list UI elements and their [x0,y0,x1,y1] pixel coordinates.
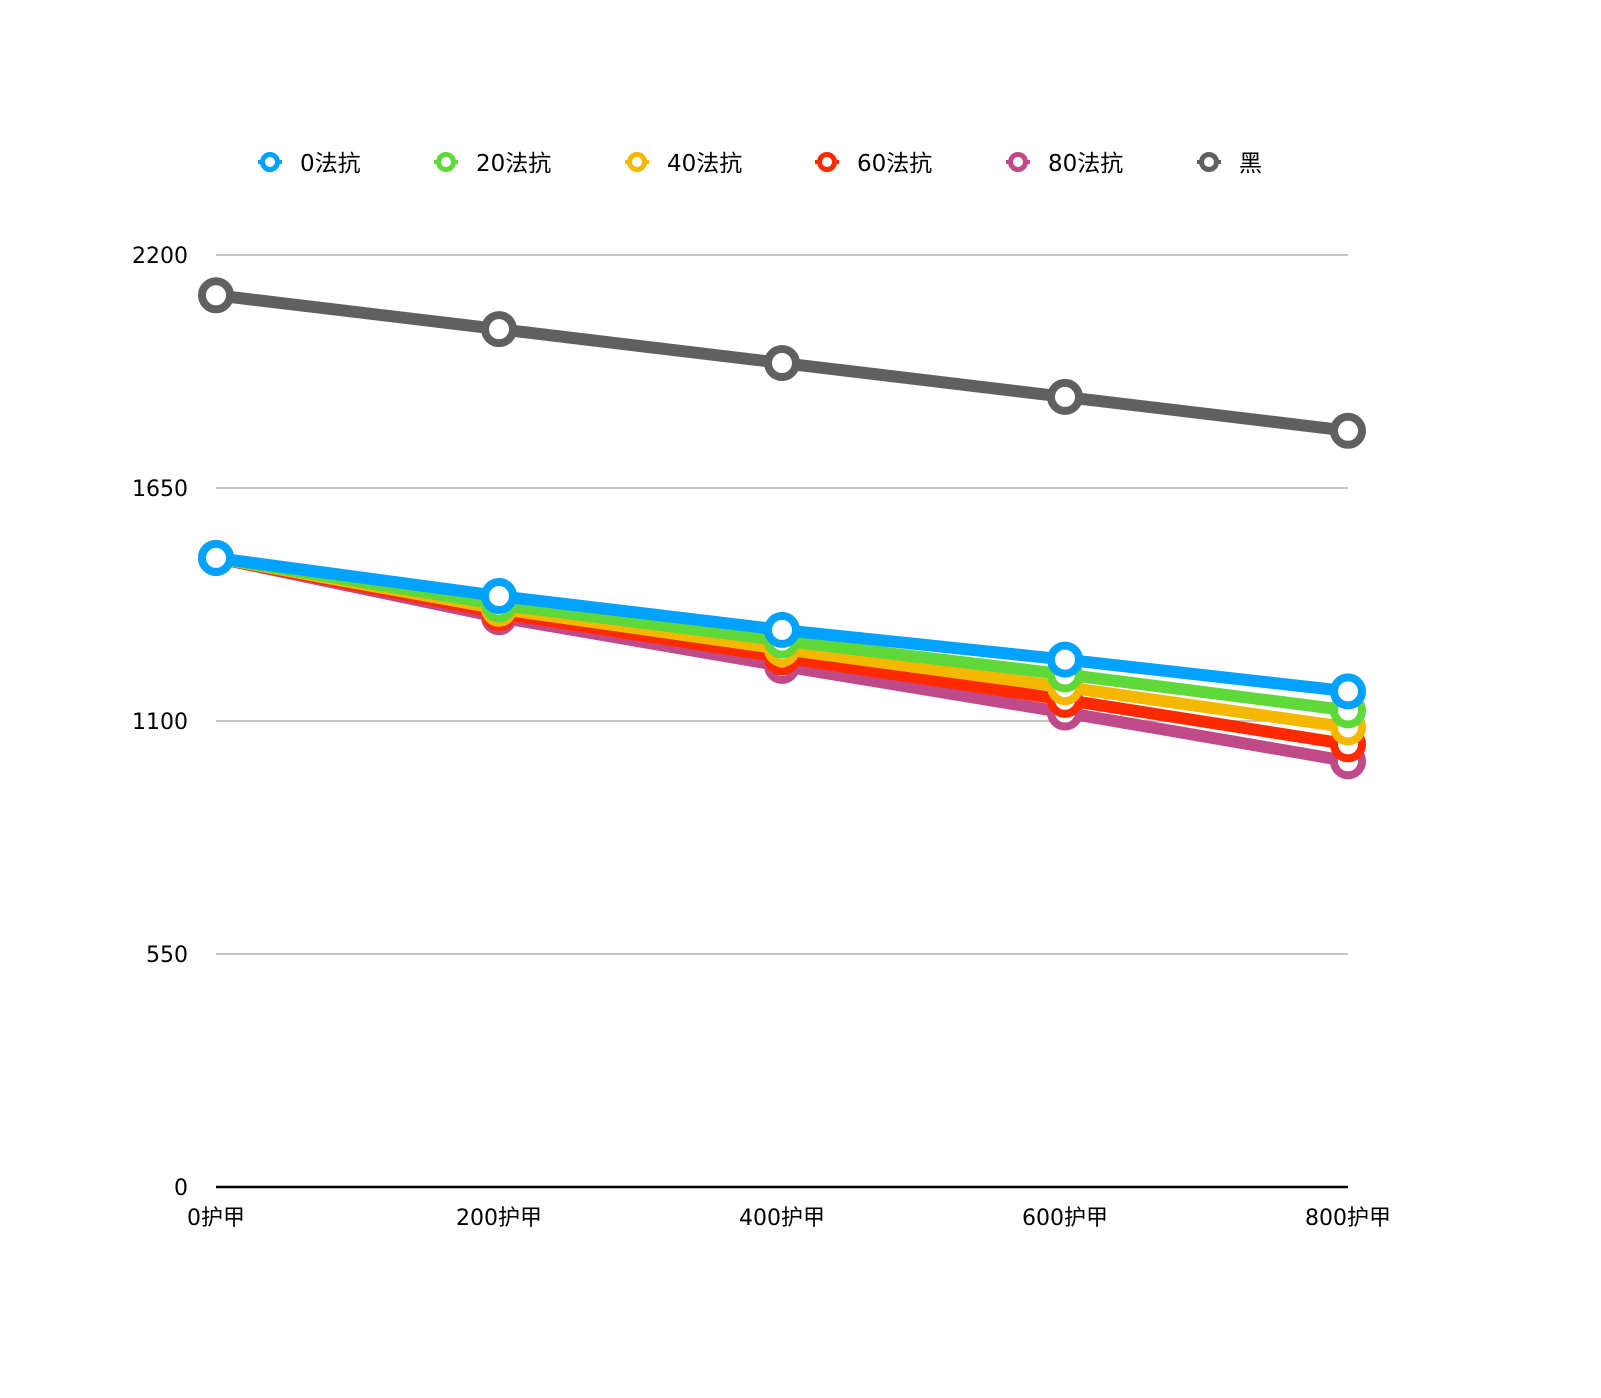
legend-swatch-marker [1008,152,1028,172]
gridlines [216,254,1348,955]
data-point [1330,412,1366,449]
legend-label: 20法抗 [476,151,551,177]
legend-swatch-marker [260,152,280,172]
legend-swatch-marker [627,152,647,172]
x-tick-label: 200护甲 [456,1206,542,1231]
series [198,277,1366,449]
legend-item: 0法抗 [258,151,361,177]
y-tick-label: 1100 [132,710,188,735]
legend-label: 60法抗 [857,151,932,177]
legend-item: 40法抗 [625,151,742,177]
data-point [1047,378,1083,415]
y-axis-tick-labels: 0 550 1100 1650 2200 [132,244,188,1201]
legend-item: 20法抗 [434,151,551,177]
data-point [481,578,517,615]
data-point [764,345,800,382]
series [198,539,1366,710]
data-point [764,611,800,648]
legend-item: 80法抗 [1006,151,1123,177]
legend: 0法抗 20法抗 40法抗 60法抗 80法抗 黑 [258,151,1262,177]
x-axis-tick-labels: 0护甲 200护甲 400护甲 600护甲 800护甲 [187,1206,1391,1231]
legend-label: 0法抗 [300,151,361,177]
y-tick-label: 2200 [132,244,188,269]
data-point [1330,673,1366,710]
legend-swatch-marker [436,152,456,172]
x-tick-label: 600护甲 [1022,1206,1108,1231]
x-tick-label: 0护甲 [187,1206,245,1231]
y-tick-label: 0 [174,1176,188,1201]
legend-label: 80法抗 [1048,151,1123,177]
x-tick-label: 800护甲 [1305,1206,1391,1231]
data-point [198,277,234,314]
data-point [1047,641,1083,678]
legend-label: 黑 [1239,151,1262,177]
legend-swatch-marker [817,152,837,172]
legend-swatch-marker [1199,152,1219,172]
legend-item: 黑 [1197,151,1262,177]
x-tick-label: 400护甲 [739,1206,825,1231]
legend-label: 40法抗 [667,151,742,177]
data-point [198,539,234,576]
data-point [481,311,517,348]
series-layer [198,277,1366,780]
y-tick-label: 1650 [132,477,188,502]
y-tick-label: 550 [146,943,188,968]
legend-item: 60法抗 [815,151,932,177]
